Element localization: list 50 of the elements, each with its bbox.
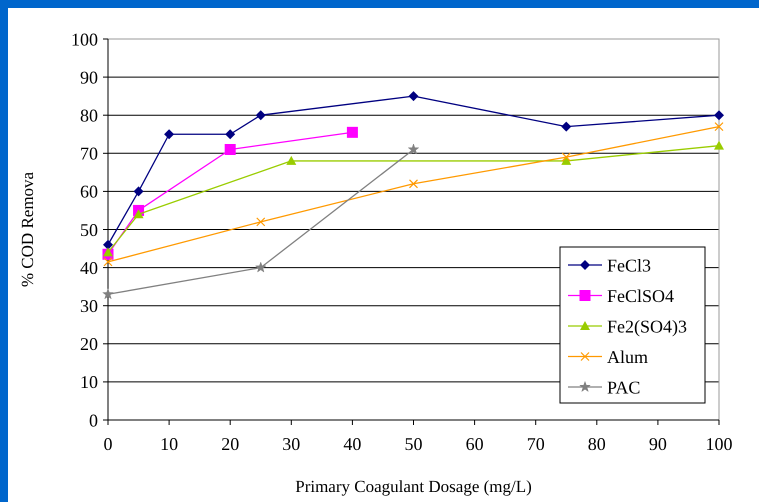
point (408, 91, 418, 102)
point (286, 156, 296, 165)
y-tick-label: 80 (80, 106, 98, 126)
point (134, 186, 144, 196)
x-tick-label: 60 (466, 434, 484, 454)
y-tick-label: 50 (80, 220, 98, 240)
point (256, 110, 266, 120)
point (102, 288, 114, 299)
y-tick-label: 20 (80, 334, 98, 354)
point (408, 144, 419, 154)
x-tick-label: 20 (221, 434, 240, 454)
x-tick-label: 90 (648, 434, 667, 454)
point (255, 262, 266, 272)
point (562, 152, 571, 162)
point (103, 247, 113, 256)
x-tick-label: 80 (588, 434, 606, 454)
point (408, 179, 418, 188)
point (164, 129, 174, 140)
legend-label: FeClSO4 (607, 286, 674, 306)
x-tick-label: 0 (104, 434, 112, 454)
point (714, 140, 724, 150)
legend-label: FeCl3 (607, 255, 652, 276)
point (256, 217, 266, 226)
x-tick-label: 40 (343, 434, 362, 454)
point (714, 110, 724, 120)
legend-label: Fe2(SO4)3 (607, 316, 687, 336)
point (346, 126, 358, 138)
point (224, 144, 236, 155)
y-tick-label: 10 (80, 372, 98, 392)
point (714, 122, 724, 132)
point (561, 122, 572, 132)
point (225, 129, 236, 140)
y-tick-label: 30 (80, 296, 98, 316)
y-tick-label: 0 (89, 410, 98, 430)
y-tick-label: 60 (80, 182, 98, 202)
point (134, 209, 144, 218)
x-tick-label: 50 (404, 434, 422, 454)
x-tick-label: 30 (282, 434, 300, 454)
point (103, 240, 113, 250)
x-tick-label: 70 (526, 434, 545, 454)
x-tick-label: 10 (160, 434, 178, 454)
legend-label: Alum (607, 346, 648, 367)
y-tick-label: 70 (80, 144, 98, 164)
x-axis-title: Primary Coagulant Dosage (mg/L) (295, 477, 532, 496)
y-tick-label: 40 (80, 258, 98, 278)
legend-label: PAC (607, 377, 640, 398)
y-axis-title: % COD Remova (18, 171, 37, 288)
x-tick-label: 100 (706, 434, 732, 454)
y-tick-label: 90 (80, 67, 98, 88)
y-tick-label: 100 (71, 29, 98, 50)
